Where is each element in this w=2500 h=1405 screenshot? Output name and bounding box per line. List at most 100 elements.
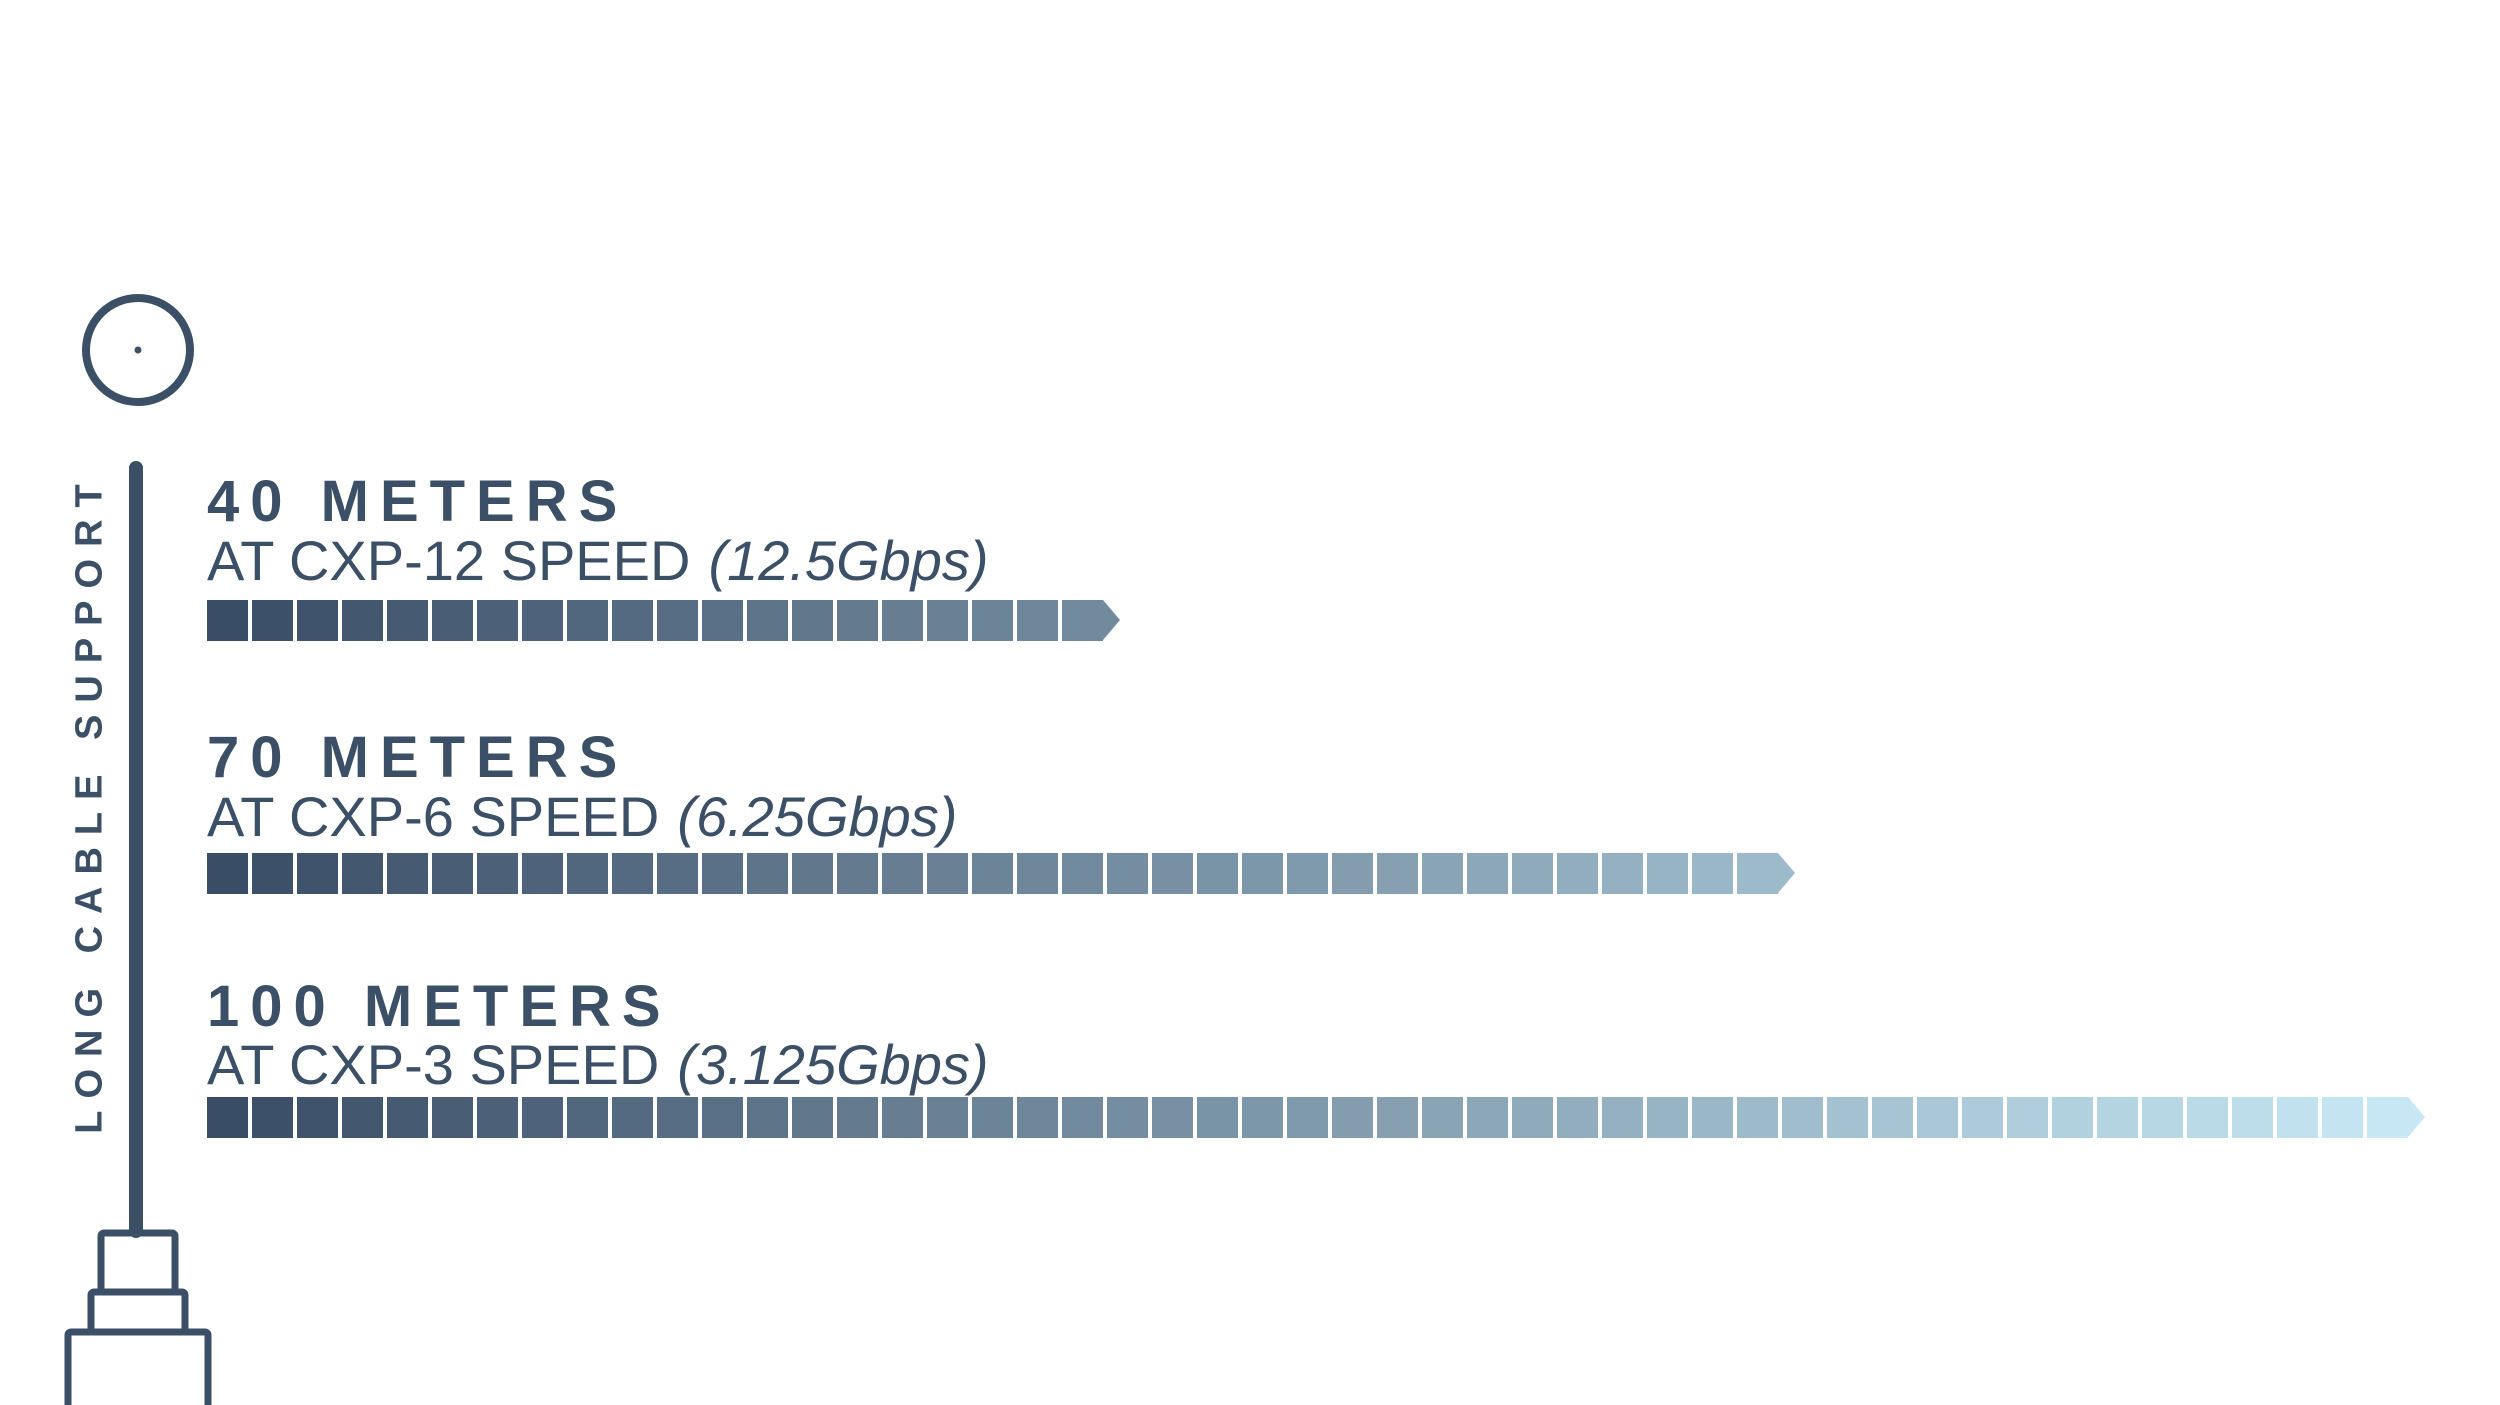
- bar-segment: [522, 1097, 563, 1138]
- bar-segment: [1962, 1097, 2003, 1138]
- bar-segment: [207, 1097, 248, 1138]
- bar-segment: [432, 853, 473, 894]
- bar-segment: [1332, 853, 1373, 894]
- side-label: LONG CABLE SUPPORT: [68, 472, 111, 1134]
- bar-segment: [2187, 1097, 2228, 1138]
- bar-segment: [567, 1097, 608, 1138]
- bar-segment: [1557, 853, 1598, 894]
- bar-segment: [522, 600, 563, 641]
- bar-arrow-icon: [1778, 853, 1795, 893]
- speed-label: AT CXP-3 SPEED: [207, 1033, 660, 1096]
- bar-segment: [657, 600, 698, 641]
- bar-segment: [1017, 1097, 1058, 1138]
- bar-subtitle: AT CXP-12 SPEED (12.5Gbps): [207, 533, 989, 589]
- bar-segment: [2007, 1097, 2048, 1138]
- speed-label: AT CXP-6 SPEED: [207, 785, 660, 848]
- bar-segment: [1737, 853, 1778, 894]
- bar-segment: [1377, 1097, 1418, 1138]
- bar-subtitle: AT CXP-6 SPEED (6.25Gbps): [207, 789, 957, 845]
- bar-segment: [657, 853, 698, 894]
- speed-label: AT CXP-12 SPEED: [207, 529, 691, 592]
- bar-segment: [702, 600, 743, 641]
- bar-segment: [927, 1097, 968, 1138]
- bar-segment: [972, 853, 1013, 894]
- bar-segment: [1332, 1097, 1373, 1138]
- bar-segment: [1287, 853, 1328, 894]
- bar-segment: [1152, 853, 1193, 894]
- bar-segment: [1197, 853, 1238, 894]
- connector-middle: [87, 1288, 189, 1336]
- bar-segment: [1107, 1097, 1148, 1138]
- bar-segment: [837, 1097, 878, 1138]
- bar-segment: [207, 853, 248, 894]
- bar-segment: [1602, 853, 1643, 894]
- bar-segment: [1557, 1097, 1598, 1138]
- bar-segment: [612, 853, 653, 894]
- bar-segment: [882, 853, 923, 894]
- bar-segment: [252, 600, 293, 641]
- bar-segment: [342, 600, 383, 641]
- bar-segment: [1062, 853, 1103, 894]
- rate-label: (6.25Gbps): [677, 785, 958, 848]
- connector-top: [97, 1229, 179, 1296]
- bar-segment: [792, 1097, 833, 1138]
- bar-segment: [792, 853, 833, 894]
- bar-segment: [2322, 1097, 2363, 1138]
- bar-segment: [2277, 1097, 2318, 1138]
- bar-segment: [837, 853, 878, 894]
- bar-arrow-icon: [1103, 600, 1120, 640]
- bar-segment: [1512, 853, 1553, 894]
- rate-label: (3.125Gbps): [677, 1033, 989, 1096]
- bar-segment: [252, 1097, 293, 1138]
- bar-subtitle: AT CXP-3 SPEED (3.125Gbps): [207, 1037, 989, 1093]
- bar-segment: [387, 600, 428, 641]
- bar-title: 100 METERS: [207, 974, 672, 1039]
- bar-segment: [567, 600, 608, 641]
- bar-segment: [1017, 853, 1058, 894]
- rate-label: (12.5Gbps): [708, 529, 989, 592]
- bar-segment: [1062, 600, 1103, 641]
- bar-segment: [2052, 1097, 2093, 1138]
- bar-segment: [882, 1097, 923, 1138]
- bar-segment: [2142, 1097, 2183, 1138]
- bar-segment: [1107, 853, 1148, 894]
- bar-title: 70 METERS: [207, 725, 629, 790]
- connector-body: [64, 1328, 212, 1405]
- bar-segment: [1242, 853, 1283, 894]
- bar-segment: [927, 600, 968, 641]
- bar-segment: [1467, 1097, 1508, 1138]
- bar-segment: [657, 1097, 698, 1138]
- bar-segment: [1062, 1097, 1103, 1138]
- bar-segment: [1602, 1097, 1643, 1138]
- cable-end-dot: [134, 346, 142, 354]
- cable-end-circle: [82, 294, 194, 406]
- bar-segment: [1647, 1097, 1688, 1138]
- bar-segment: [612, 1097, 653, 1138]
- bar-segment: [477, 853, 518, 894]
- bar-segment: [1377, 853, 1418, 894]
- bar-segment: [1197, 1097, 1238, 1138]
- bar-segment: [432, 600, 473, 641]
- bar-title: 40 METERS: [207, 469, 629, 534]
- bar-segment: [972, 1097, 1013, 1138]
- bar-arrow-icon: [2408, 1097, 2425, 1137]
- bar-segment: [1242, 1097, 1283, 1138]
- bar-segment: [567, 853, 608, 894]
- bar-segment: [342, 1097, 383, 1138]
- cable-icon: [64, 294, 212, 1405]
- bar-segment: [1872, 1097, 1913, 1138]
- bar-segment: [522, 853, 563, 894]
- bar-segment: [1827, 1097, 1868, 1138]
- bar-segment: [882, 600, 923, 641]
- bar-segment: [1782, 1097, 1823, 1138]
- bar-segment: [1692, 853, 1733, 894]
- bar-segment: [1152, 1097, 1193, 1138]
- bar-segment: [927, 853, 968, 894]
- bar-segment: [1737, 1097, 1778, 1138]
- bar-segment: [747, 1097, 788, 1138]
- bar-segment: [792, 600, 833, 641]
- bar-segment: [1917, 1097, 1958, 1138]
- bar-segment: [207, 600, 248, 641]
- bar-segment: [702, 1097, 743, 1138]
- bar-segment: [1422, 853, 1463, 894]
